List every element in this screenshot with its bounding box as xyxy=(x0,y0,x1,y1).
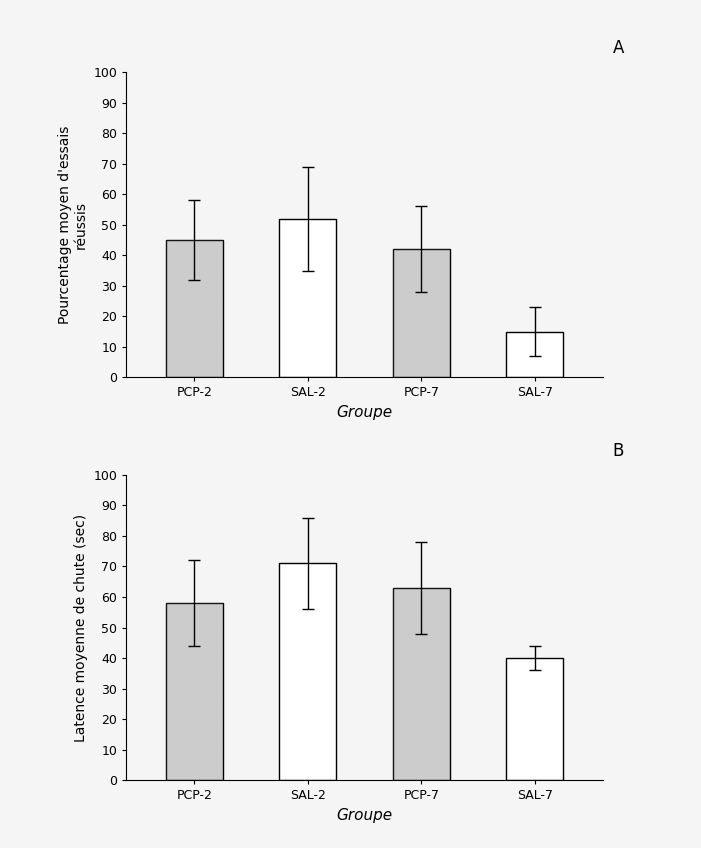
Bar xyxy=(166,603,223,780)
Bar xyxy=(280,563,336,780)
X-axis label: Groupe: Groupe xyxy=(336,808,393,823)
Y-axis label: Pourcentage moyen d'essais
réussis: Pourcentage moyen d'essais réussis xyxy=(57,126,88,324)
Bar xyxy=(280,219,336,377)
X-axis label: Groupe: Groupe xyxy=(336,405,393,420)
Text: A: A xyxy=(613,39,624,57)
Bar xyxy=(506,332,563,377)
Bar xyxy=(393,249,449,377)
Bar xyxy=(166,240,223,377)
Bar xyxy=(393,588,449,780)
Bar xyxy=(393,588,449,780)
Bar xyxy=(506,658,563,780)
Bar xyxy=(393,249,449,377)
Bar xyxy=(166,240,223,377)
Bar xyxy=(166,603,223,780)
Text: B: B xyxy=(613,442,624,460)
Y-axis label: Latence moyenne de chute (sec): Latence moyenne de chute (sec) xyxy=(74,513,88,742)
